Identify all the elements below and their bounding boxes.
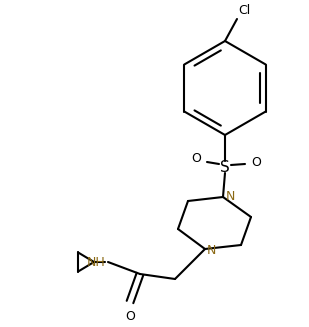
Text: NH: NH bbox=[87, 255, 106, 268]
Text: O: O bbox=[125, 310, 135, 323]
Text: N: N bbox=[207, 244, 216, 256]
Text: N: N bbox=[226, 190, 235, 202]
Text: O: O bbox=[251, 156, 261, 168]
Text: O: O bbox=[191, 152, 201, 165]
Text: Cl: Cl bbox=[238, 4, 250, 17]
Text: S: S bbox=[220, 160, 230, 175]
